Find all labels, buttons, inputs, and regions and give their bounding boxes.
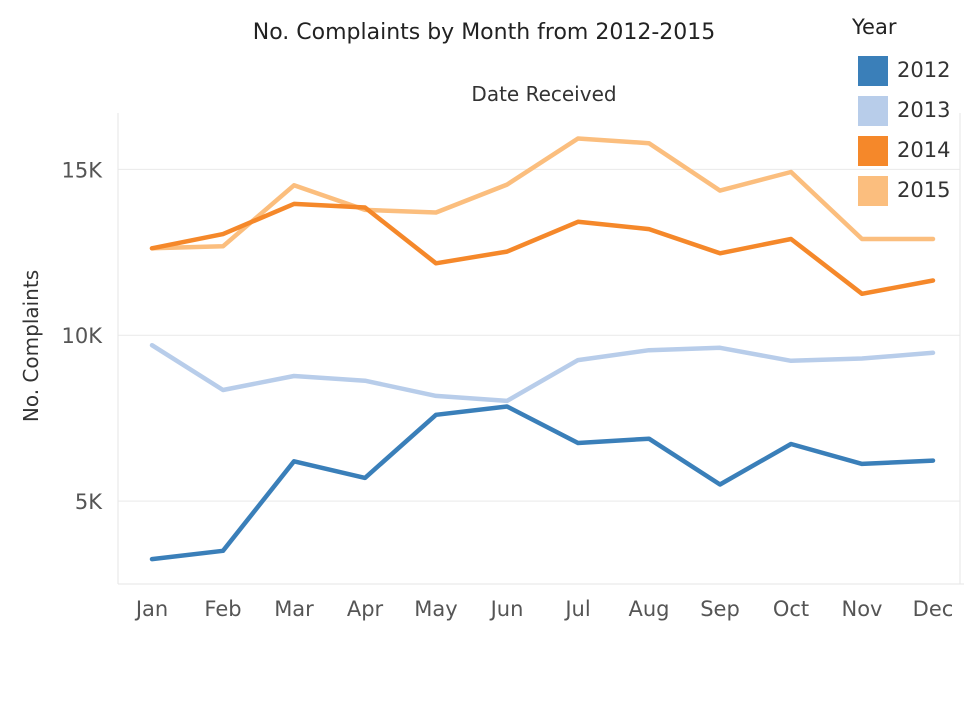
y-tick-label: 15K <box>62 158 104 182</box>
y-axis-title: No. Complaints <box>19 270 43 422</box>
x-tick-label: Jan <box>134 597 168 621</box>
x-tick-label: Jul <box>563 597 590 621</box>
series-line-2012[interactable] <box>149 404 936 562</box>
x-tick-label: Dec <box>913 597 954 621</box>
x-tick-label: Oct <box>773 597 809 621</box>
series-line-2013[interactable] <box>149 342 936 404</box>
x-tick-label: Nov <box>842 597 883 621</box>
legend-label-2013: 2013 <box>897 98 951 122</box>
legend-swatch-2012 <box>858 56 888 86</box>
legend-label-2014: 2014 <box>897 138 951 162</box>
legend-swatch-2014 <box>858 136 888 166</box>
x-tick-label: Sep <box>700 597 740 621</box>
x-tick-label: Jun <box>489 597 524 621</box>
legend-label-2015: 2015 <box>897 178 951 202</box>
legend-swatch-2013 <box>858 96 888 126</box>
series-lines <box>149 136 936 562</box>
legend-label-2012: 2012 <box>897 58 951 82</box>
x-axis-ticks: Jan Feb Mar Apr May Jun Jul Aug Sep Oct Nov Dec <box>134 597 954 621</box>
y-tick-label: 10K <box>62 324 104 348</box>
legend-swatch-2015 <box>858 176 888 206</box>
y-axis-ticks: 5K 10K 15K <box>62 158 104 514</box>
series-line-2015[interactable] <box>149 136 936 251</box>
legend-title: Year <box>852 15 897 39</box>
x-tick-label: Mar <box>274 597 314 621</box>
x-tick-label: Aug <box>628 597 669 621</box>
x-tick-label: Apr <box>347 597 384 621</box>
gridlines <box>118 168 960 502</box>
x-axis-title: Date Received <box>471 82 616 106</box>
x-tick-label: May <box>414 597 457 621</box>
series-line-2014[interactable] <box>149 201 936 297</box>
y-tick-label: 5K <box>75 490 103 514</box>
x-tick-label: Feb <box>204 597 241 621</box>
chart-title: No. Complaints by Month from 2012-2015 <box>252 20 716 45</box>
